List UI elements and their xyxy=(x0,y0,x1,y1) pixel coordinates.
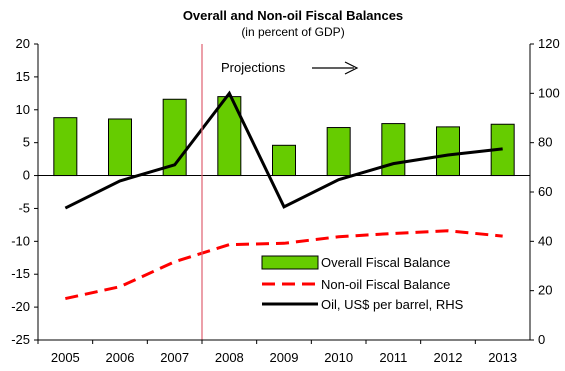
left-tick-label: 10 xyxy=(16,102,30,117)
left-tick-label: -25 xyxy=(11,332,30,347)
left-tick-label: -15 xyxy=(11,266,30,281)
right-tick-label: 100 xyxy=(538,85,560,100)
overall-balance-bar xyxy=(326,127,351,177)
x-tick-label: 2012 xyxy=(434,350,463,365)
x-tick-label: 2008 xyxy=(215,350,244,365)
projections-arrow-head xyxy=(344,61,359,75)
left-tick-label: -10 xyxy=(11,233,30,248)
non-oil-balance-line xyxy=(65,229,503,301)
chart-title: Overall and Non-oil Fiscal Balances xyxy=(183,8,403,23)
overall-balance-bar xyxy=(381,123,406,177)
x-tick-label: 2009 xyxy=(270,350,299,365)
left-tick-label: 0 xyxy=(23,168,30,183)
x-tick-label: 2005 xyxy=(51,350,80,365)
overall-balance-bar xyxy=(436,126,460,177)
chart-subtitle: (in percent of GDP) xyxy=(241,25,344,39)
legend-swatch-overall xyxy=(261,255,319,270)
legend-label-overall: Overall Fiscal Balance xyxy=(321,255,450,270)
x-tick-label: 2010 xyxy=(324,350,353,365)
overall-balance-bar xyxy=(53,117,78,177)
x-tick-label: 2006 xyxy=(106,350,135,365)
left-tick-label: -20 xyxy=(11,299,30,314)
right-tick-label: 20 xyxy=(538,283,552,298)
right-tick-label: 80 xyxy=(538,135,552,150)
overall-balance-bar xyxy=(272,144,296,177)
left-tick-label: -5 xyxy=(18,200,30,215)
left-tick-label: 5 xyxy=(23,135,30,150)
right-tick-label: 40 xyxy=(538,233,552,248)
x-tick-label: 2013 xyxy=(488,350,517,365)
left-tick-label: 20 xyxy=(16,36,30,51)
right-tick-label: 60 xyxy=(538,184,552,199)
x-tick-label: 2011 xyxy=(379,350,407,365)
legend-label-non-oil: Non-oil Fiscal Balance xyxy=(321,277,450,292)
right-tick-label: 0 xyxy=(538,332,545,347)
overall-balance-bar xyxy=(108,118,132,177)
right-tick-label: 120 xyxy=(538,36,560,51)
legend-label-oil: Oil, US$ per barrel, RHS xyxy=(321,297,464,312)
left-tick-label: 15 xyxy=(16,69,30,84)
x-tick-label: 2007 xyxy=(160,350,189,365)
projections-label: Projections xyxy=(221,60,286,75)
